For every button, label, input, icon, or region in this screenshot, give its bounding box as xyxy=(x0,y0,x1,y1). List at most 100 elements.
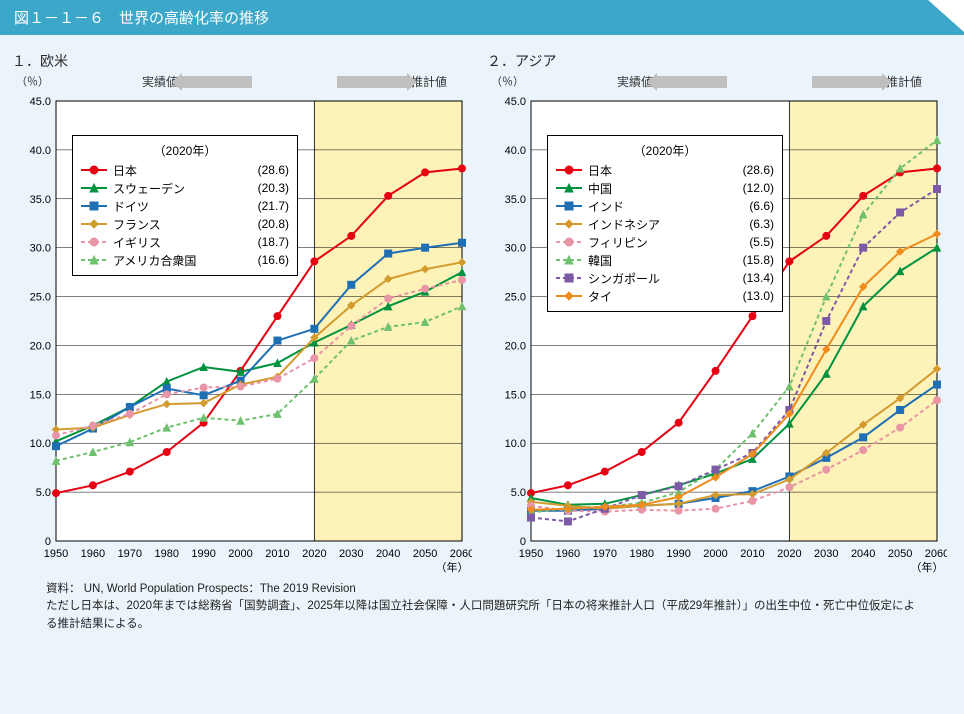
projection-indicator: 推計値 xyxy=(812,73,922,90)
legend-value: (13.4) xyxy=(743,271,774,285)
legend-swatch xyxy=(81,200,107,212)
legend-value: (21.7) xyxy=(258,199,289,213)
actual-indicator: 実績値 xyxy=(142,73,252,90)
svg-text:2060: 2060 xyxy=(925,548,947,560)
legend-swatch xyxy=(556,200,582,212)
panel-title: １．欧米 xyxy=(12,51,477,71)
legend-label: フィリピン xyxy=(588,234,741,251)
legend-item: フランス (20.8) xyxy=(81,215,289,233)
svg-text:15.0: 15.0 xyxy=(30,389,51,401)
legend: （2020年） 日本 (28.6) 中国 (12.0) インド (6.6) イン… xyxy=(547,135,783,312)
svg-text:5.0: 5.0 xyxy=(36,487,51,499)
svg-text:1980: 1980 xyxy=(629,548,653,560)
legend-value: (20.8) xyxy=(258,217,289,231)
legend-label: 日本 xyxy=(588,162,735,179)
svg-text:0: 0 xyxy=(45,536,51,548)
legend-swatch xyxy=(81,236,107,248)
legend-item: タイ (13.0) xyxy=(556,287,774,305)
svg-text:2000: 2000 xyxy=(703,548,727,560)
legend-swatch xyxy=(556,164,582,176)
svg-text:1950: 1950 xyxy=(44,548,68,560)
legend-year: （2020年） xyxy=(81,142,289,159)
legend-label: スウェーデン xyxy=(113,180,250,197)
svg-text:45.0: 45.0 xyxy=(30,96,51,108)
legend-label: アメリカ合衆国 xyxy=(113,252,250,269)
figure-title: 図１－１－６ 世界の高齢化率の推移 xyxy=(0,0,964,35)
svg-text:15.0: 15.0 xyxy=(505,389,526,401)
arrow-left-icon xyxy=(657,76,727,88)
legend-swatch xyxy=(81,164,107,176)
legend-item: 日本 (28.6) xyxy=(81,161,289,179)
footnote-text: ただし日本は、2020年までは総務省「国勢調査」、2025年以降は国立社会保障・… xyxy=(46,600,915,629)
arrow-left-icon xyxy=(182,76,252,88)
legend-value: (18.7) xyxy=(258,235,289,249)
svg-text:20.0: 20.0 xyxy=(505,340,526,352)
arrow-right-icon xyxy=(812,76,882,88)
svg-text:2020: 2020 xyxy=(777,548,801,560)
legend-value: (28.6) xyxy=(743,163,774,177)
legend-item: 日本 (28.6) xyxy=(556,161,774,179)
arrows-row: （％） 実績値 推計値 xyxy=(487,73,952,95)
svg-text:5.0: 5.0 xyxy=(511,487,526,499)
svg-text:2050: 2050 xyxy=(413,548,437,560)
arrow-right-icon xyxy=(337,76,407,88)
legend-label: 日本 xyxy=(113,162,250,179)
source-label: 資料： xyxy=(46,583,81,595)
legend-label: 中国 xyxy=(588,180,735,197)
legend-item: フィリピン (5.5) xyxy=(556,233,774,251)
legend-value: (5.5) xyxy=(749,235,774,249)
panel-0: １．欧米 （％） 実績値 推計値 （2020年） 日本 (28.6) スウェーデ… xyxy=(12,51,477,575)
legend-swatch xyxy=(556,272,582,284)
legend-value: (12.0) xyxy=(743,181,774,195)
legend-value: (6.3) xyxy=(749,217,774,231)
legend-item: 韓国 (15.8) xyxy=(556,251,774,269)
legend-swatch xyxy=(556,182,582,194)
legend-item: アメリカ合衆国 (16.6) xyxy=(81,251,289,269)
legend-label: フランス xyxy=(113,216,250,233)
svg-text:1960: 1960 xyxy=(556,548,580,560)
svg-text:25.0: 25.0 xyxy=(30,292,51,304)
svg-text:1970: 1970 xyxy=(118,548,142,560)
svg-text:2010: 2010 xyxy=(265,548,289,560)
legend-swatch xyxy=(81,218,107,230)
legend-item: ドイツ (21.7) xyxy=(81,197,289,215)
legend-swatch xyxy=(81,254,107,266)
panels-row: １．欧米 （％） 実績値 推計値 （2020年） 日本 (28.6) スウェーデ… xyxy=(0,35,964,575)
legend-value: (13.0) xyxy=(743,289,774,303)
figure-container: 図１－１－６ 世界の高齢化率の推移 １．欧米 （％） 実績値 推計値 （2020… xyxy=(0,0,964,714)
svg-text:1950: 1950 xyxy=(519,548,543,560)
legend-label: シンガポール xyxy=(588,270,735,287)
svg-text:2060: 2060 xyxy=(450,548,472,560)
legend-value: (6.6) xyxy=(749,199,774,213)
svg-text:25.0: 25.0 xyxy=(505,292,526,304)
svg-text:（年）: （年） xyxy=(911,560,944,574)
legend-item: スウェーデン (20.3) xyxy=(81,179,289,197)
legend-value: (20.3) xyxy=(258,181,289,195)
legend-label: タイ xyxy=(588,288,735,305)
y-axis-unit: （％） xyxy=(491,73,524,89)
legend-label: イギリス xyxy=(113,234,250,251)
svg-text:45.0: 45.0 xyxy=(505,96,526,108)
svg-text:2030: 2030 xyxy=(339,548,363,560)
svg-text:35.0: 35.0 xyxy=(30,194,51,206)
svg-text:2020: 2020 xyxy=(302,548,326,560)
legend-item: インド (6.6) xyxy=(556,197,774,215)
legend-swatch xyxy=(556,254,582,266)
svg-text:2050: 2050 xyxy=(888,548,912,560)
svg-text:2040: 2040 xyxy=(376,548,400,560)
svg-text:20.0: 20.0 xyxy=(30,340,51,352)
actual-indicator: 実績値 xyxy=(617,73,727,90)
legend-swatch xyxy=(556,218,582,230)
svg-text:10.0: 10.0 xyxy=(505,438,526,450)
svg-text:30.0: 30.0 xyxy=(30,243,51,255)
legend-label: インド xyxy=(588,198,741,215)
chart-area: （2020年） 日本 (28.6) スウェーデン (20.3) ドイツ (21.… xyxy=(12,95,477,575)
y-axis-unit: （％） xyxy=(16,73,49,89)
svg-text:2040: 2040 xyxy=(851,548,875,560)
source-line: 資料： UN, World Population Prospects：The 2… xyxy=(0,575,964,633)
legend-label: ドイツ xyxy=(113,198,250,215)
svg-text:40.0: 40.0 xyxy=(505,145,526,157)
svg-text:0: 0 xyxy=(520,536,526,548)
svg-text:35.0: 35.0 xyxy=(505,194,526,206)
legend-year: （2020年） xyxy=(556,142,774,159)
